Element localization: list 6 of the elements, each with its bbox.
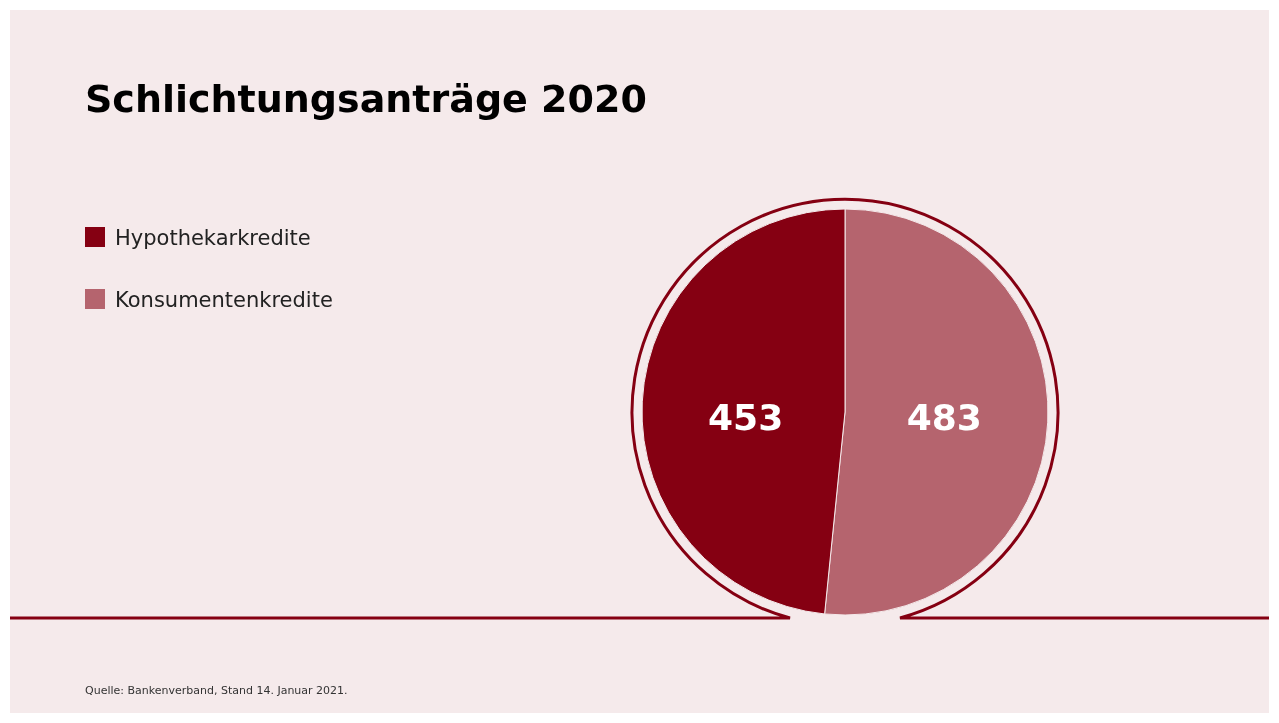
- chart-title: Schlichtungsanträge 2020: [85, 77, 647, 121]
- source-note: Quelle: Bankenverband, Stand 14. Januar 2021.: [85, 684, 348, 697]
- data-label: 483: [906, 397, 982, 438]
- data-label: 453: [708, 397, 784, 438]
- legend-label: Hypothekarkredite: [115, 226, 311, 250]
- legend-label: Konsumentenkredite: [115, 288, 333, 312]
